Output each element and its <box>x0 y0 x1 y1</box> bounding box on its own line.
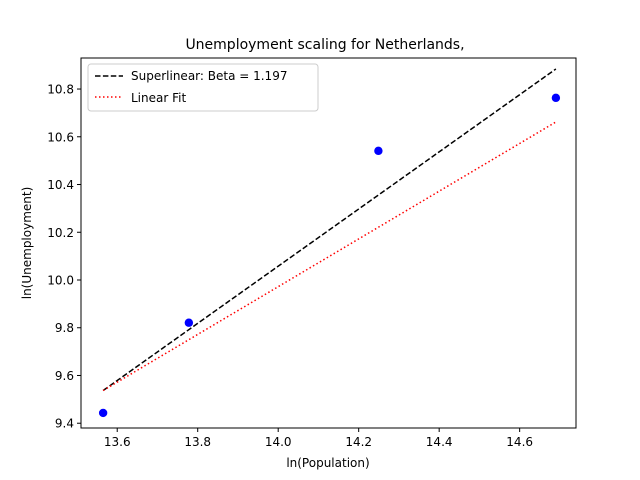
series-line-1 <box>102 68 557 392</box>
x-tick-label: 14.0 <box>265 435 292 449</box>
y-tick-label: 10.8 <box>47 83 74 97</box>
y-tick-label: 9.4 <box>55 417 74 431</box>
y-axis-label: ln(Unemployment) <box>20 187 34 300</box>
axes-frame <box>80 57 577 429</box>
chart-title: Unemployment scaling for Netherlands, <box>185 37 464 53</box>
x-tick-label: 14.6 <box>506 435 533 449</box>
legend-box <box>87 63 319 112</box>
y-tick-label: 9.8 <box>55 321 74 335</box>
x-axis-label: ln(Population) <box>286 456 369 470</box>
scatter-point-1 <box>184 318 194 327</box>
y-tick-label: 10.0 <box>47 274 74 288</box>
x-tick-label: 14.2 <box>345 435 372 449</box>
plot-area <box>98 68 561 418</box>
scatter-point-3 <box>551 93 561 103</box>
y-tick-label: 9.6 <box>55 369 74 383</box>
x-tick-label: 13.6 <box>104 435 131 449</box>
legend-label-superlinear: Superlinear: Beta = 1.197 <box>131 69 287 83</box>
y-tick-label: 10.2 <box>47 226 74 240</box>
y-tick-label: 10.4 <box>47 178 74 192</box>
ticks: 13.6 13.8 14.0 14.2 14.4 14.6 9.4 9.6 9.8 10.0 10.… <box>47 83 533 449</box>
y-tick-label: 10.6 <box>47 130 74 144</box>
x-tick-label: 13.8 <box>184 435 211 449</box>
legend-label-linear-fit: Linear Fit <box>131 91 186 105</box>
x-tick-label: 14.4 <box>426 435 453 449</box>
scatter-point-0 <box>98 408 108 418</box>
scatter-point-2 <box>374 146 383 156</box>
legend: Superlinear: Beta = 1.197 Linear Fit <box>87 63 319 112</box>
